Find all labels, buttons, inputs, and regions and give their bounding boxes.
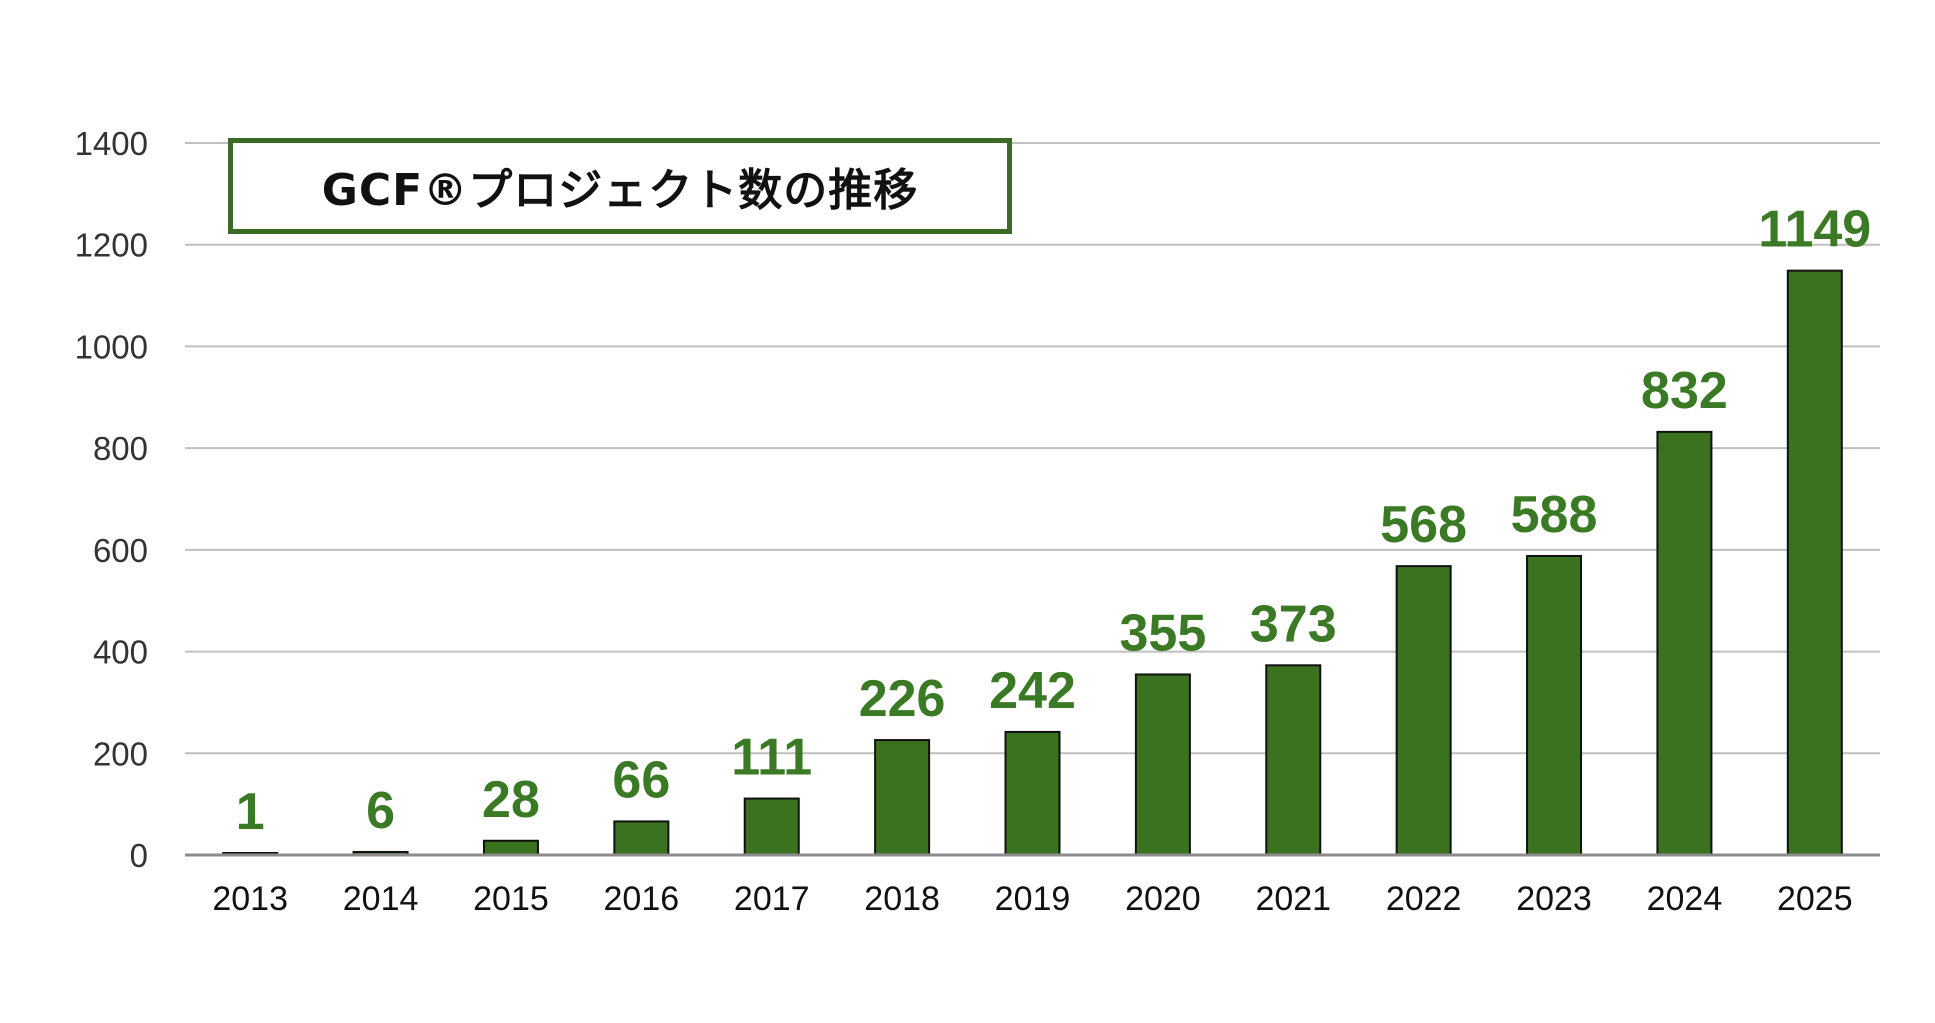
y-tick-label: 800 [93,430,148,467]
data-label: 28 [482,771,540,829]
bar [613,820,670,856]
x-tick-label: 2015 [473,880,549,918]
data-label: 832 [1641,362,1728,420]
y-tick-label: 1400 [75,125,148,162]
x-tick-label: 2020 [1125,880,1201,918]
x-axis-tick-labels: 2013 2014 2015 2016 2017 2018 2019 2020 2021 2022… [212,880,1852,918]
bars [222,269,1843,857]
data-label: 373 [1250,595,1337,653]
data-label: 1149 [1758,201,1871,259]
bar [1395,565,1452,856]
y-tick-label: 1000 [75,328,148,365]
bar [1134,673,1191,857]
data-label: 355 [1120,604,1207,662]
data-labels: 1 6 28 66 111 226 242 355 373 568 588 832 1149 [236,201,1871,841]
x-tick-label: 2021 [1255,880,1331,918]
data-label: 66 [612,751,670,809]
data-label: 242 [989,662,1076,720]
y-tick-label: 1200 [75,227,148,264]
data-label: 568 [1380,496,1467,554]
data-label: 226 [859,670,946,728]
bar [1526,554,1583,857]
x-tick-label: 2022 [1386,880,1462,918]
chart-title-box: GCF®プロジェクト数の推移 [228,138,1012,234]
x-tick-label: 2013 [212,880,288,918]
x-tick-label: 2025 [1777,880,1853,918]
y-axis-tick-labels: 0 200 400 600 800 1000 1200 1400 [75,125,148,874]
y-tick-label: 0 [130,837,148,874]
bar [1786,269,1843,856]
x-tick-label: 2016 [604,880,680,918]
y-tick-label: 200 [93,735,148,772]
x-tick-label: 2019 [995,880,1071,918]
y-tick-label: 400 [93,634,148,671]
x-tick-label: 2014 [343,880,419,918]
y-tick-label: 600 [93,532,148,569]
chart-title: GCF®プロジェクト数の推移 [321,165,919,216]
bar [1004,730,1061,857]
x-tick-label: 2018 [864,880,940,918]
bar [482,839,539,857]
data-label: 111 [731,729,812,787]
x-tick-label: 2023 [1516,880,1592,918]
bar [874,739,931,857]
x-tick-label: 2024 [1647,880,1723,918]
bar [743,797,800,857]
data-label: 1 [236,783,265,841]
data-label: 588 [1511,486,1598,544]
bar [1265,664,1322,856]
x-tick-label: 2017 [734,880,810,918]
bar [1656,430,1713,856]
data-label: 6 [366,782,395,840]
